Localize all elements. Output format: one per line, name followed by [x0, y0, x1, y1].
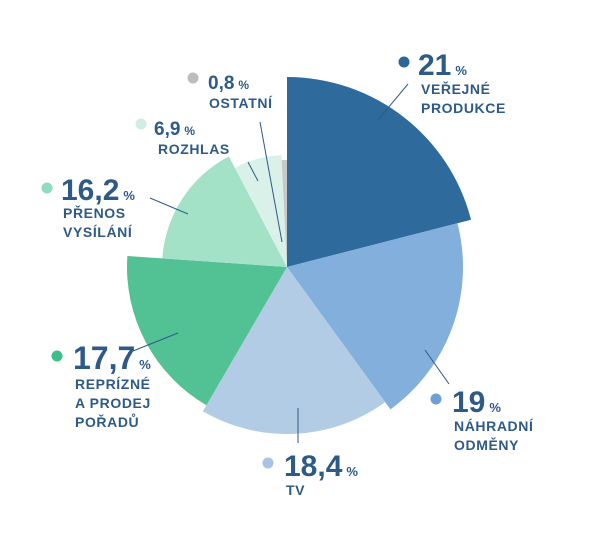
- legend-marker-tv: [262, 457, 274, 469]
- legend-marker-verejne-produkce: [398, 56, 410, 68]
- value-label-reprizne-prodej: 17,7%: [73, 340, 151, 376]
- leader-line-verejne-produkce: [377, 83, 409, 121]
- legend-marker-rozhlas: [135, 118, 147, 130]
- value-number-ostatni: 0,8: [208, 73, 234, 94]
- category-label-prenos-vysilani: VYSÍLÁNÍ: [63, 224, 133, 240]
- legend-marker-prenos-vysilani: [41, 182, 53, 194]
- value-unit-tv: %: [346, 464, 358, 479]
- pie-slices: [126, 77, 472, 435]
- leader-line-prenos-vysilani: [149, 197, 189, 215]
- pie-slice-tv: [202, 267, 386, 435]
- value-unit-rozhlas: %: [184, 124, 195, 138]
- value-number-rozhlas: 6,9: [154, 119, 180, 140]
- value-label-ostatni: 0,8%: [208, 73, 249, 94]
- leader-line-nahradni-odmeny: [424, 349, 450, 385]
- category-label-nahradni-odmeny: ODMĚNY: [454, 436, 519, 453]
- pie-slice-nahradni-odmeny: [287, 223, 464, 410]
- category-label-verejne-produkce: PRODUKCE: [421, 100, 506, 116]
- pie-slice-verejne-produkce: [287, 77, 472, 267]
- pie-slice-ostatni: [281, 160, 287, 267]
- value-label-verejne-produkce: 21%: [418, 49, 467, 82]
- category-label-verejne-produkce: VEŘEJNÉ: [421, 80, 491, 97]
- category-label-prenos-vysilani: PŘENOS: [63, 204, 126, 221]
- pie-slice-rozhlas: [234, 155, 287, 267]
- category-label-reprizne-prodej: POŘADŮ: [75, 412, 139, 430]
- leader-lines: [127, 83, 450, 443]
- pie-slice-prenos-vysilani: [162, 156, 287, 267]
- category-label-ostatni: OSTATNÍ: [209, 95, 273, 111]
- value-unit-nahradni-odmeny: %: [489, 400, 501, 415]
- category-label-reprizne-prodej: A PRODEJ: [75, 395, 151, 411]
- value-unit-reprizne-prodej: %: [139, 357, 151, 372]
- value-label-rozhlas: 6,9%: [154, 119, 195, 140]
- category-label-reprizne-prodej: REPRÍZNÉ: [75, 376, 151, 392]
- value-unit-verejne-produkce: %: [455, 63, 467, 78]
- legend-marker-ostatni: [187, 72, 199, 84]
- value-number-reprizne-prodej: 17,7: [73, 340, 135, 376]
- value-number-nahradni-odmeny: 19: [452, 386, 485, 419]
- value-unit-ostatni: %: [238, 78, 249, 92]
- value-label-tv: 18,4%: [284, 450, 358, 483]
- legend-marker-reprizne-prodej: [51, 350, 63, 362]
- leader-line-ostatni: [259, 121, 283, 243]
- value-unit-prenos-vysilani: %: [123, 188, 135, 203]
- pie-slice-reprizne-prodej: [126, 255, 287, 406]
- value-number-tv: 18,4: [284, 450, 343, 483]
- value-number-verejne-produkce: 21: [418, 49, 451, 82]
- category-label-tv: TV: [286, 482, 305, 498]
- legend-marker-nahradni-odmeny: [430, 393, 442, 405]
- leader-line-rozhlas: [247, 161, 259, 182]
- category-label-nahradni-odmeny: NÁHRADNÍ: [454, 418, 534, 434]
- leader-line-reprizne-prodej: [127, 332, 179, 354]
- value-label-prenos-vysilani: 16,2%: [61, 174, 135, 207]
- value-label-nahradni-odmeny: 19%: [452, 386, 501, 419]
- value-number-prenos-vysilani: 16,2: [61, 174, 119, 207]
- category-label-rozhlas: ROZHLAS: [158, 141, 230, 157]
